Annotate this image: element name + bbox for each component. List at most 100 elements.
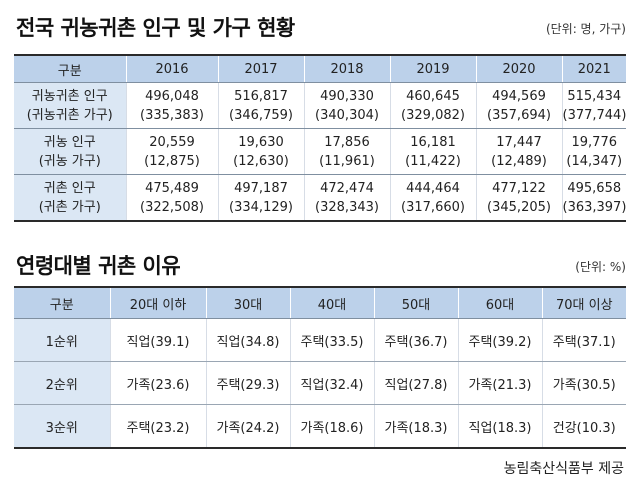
header-category: 구분: [14, 287, 110, 319]
table-cell: 494,569 (357,694): [475, 82, 562, 129]
table-cell: 444,464 (317,660): [389, 174, 476, 221]
cell-value: 19,776: [571, 134, 618, 150]
header-age-group: 30대: [205, 287, 290, 319]
header-year: 2020: [475, 55, 562, 83]
cell-subvalue: (357,694): [487, 107, 551, 123]
cell-subvalue: (12,875): [144, 153, 200, 169]
header-year: 2018: [303, 55, 390, 83]
cell-subvalue: (329,082): [401, 107, 465, 123]
header-age-group: 40대: [289, 287, 374, 319]
table-cell: 16,181 (11,422): [389, 128, 476, 175]
cell-value: 494,569: [492, 88, 546, 104]
table-cell: 직업(39.1): [109, 318, 206, 362]
table-cell: 직업(34.8): [205, 318, 290, 362]
header-age-group: 50대: [373, 287, 458, 319]
reasons-table: 구분 20대 이하 30대 40대 50대 60대 70대 이상 1순위 직업(…: [14, 286, 626, 449]
cell-value: 472,474: [320, 180, 374, 196]
table-cell: 주택(33.5): [289, 318, 374, 362]
cell-value: 477,122: [492, 180, 546, 196]
cell-value: 19,630: [238, 134, 284, 150]
table-cell: 19,776 (14,347): [561, 128, 626, 175]
cell-value: 496,048: [145, 88, 199, 104]
table-cell: 가족(21.3): [457, 361, 542, 405]
table-cell: 직업(32.4): [289, 361, 374, 405]
cell-subvalue: (12,489): [491, 153, 547, 169]
table-cell: 490,330 (340,304): [303, 82, 390, 129]
table-cell: 건강(10.3): [541, 404, 626, 448]
header-category: 구분: [14, 55, 126, 83]
cell-subvalue: (11,422): [405, 153, 461, 169]
table-row: 귀촌 인구 (귀촌 가구) 475,489 (322,508) 497,187 (33…: [14, 174, 627, 221]
table-cell: 가족(18.6): [289, 404, 374, 448]
header-year: 2017: [217, 55, 304, 83]
cell-subvalue: (11,961): [319, 153, 375, 169]
table-row: 3순위 주택(23.2) 가족(24.2) 가족(18.6) 가족(18.3) …: [14, 404, 626, 448]
rank-label: 1순위: [14, 318, 110, 362]
cell-subvalue: (334,129): [229, 199, 293, 215]
table-cell: 17,447 (12,489): [475, 128, 562, 175]
table-cell: 주택(39.2): [457, 318, 542, 362]
table-cell: 495,658 (363,397): [561, 174, 627, 221]
rank-label: 3순위: [14, 404, 110, 448]
table-cell: 477,122 (345,205): [475, 174, 562, 221]
table-cell: 472,474 (328,343): [303, 174, 390, 221]
header-year: 2019: [389, 55, 476, 83]
cell-value: 17,447: [496, 134, 542, 150]
cell-subvalue: (328,343): [315, 199, 379, 215]
population-table-title: 전국 귀농귀촌 인구 및 가구 현황: [16, 16, 295, 40]
reasons-table-unit: (단위: %): [575, 260, 626, 274]
cell-subvalue: (14,347): [566, 153, 623, 169]
cell-subvalue: (377,744): [562, 107, 627, 123]
cell-subvalue: (363,397): [562, 199, 627, 215]
table-cell: 주택(37.1): [541, 318, 626, 362]
cell-value: 20,559: [149, 134, 195, 150]
header-year: 2016: [125, 55, 218, 83]
rank-label: 2순위: [14, 361, 110, 405]
cell-value: 515,434: [567, 88, 622, 104]
table-cell: 20,559 (12,875): [125, 128, 218, 175]
table-cell: 가족(18.3): [373, 404, 458, 448]
table-cell: 19,630 (12,630): [217, 128, 304, 175]
row-label-sub: (귀농귀촌 가구): [26, 107, 113, 123]
cell-subvalue: (340,304): [315, 107, 379, 123]
header-age-group: 70대 이상: [541, 287, 626, 319]
header-year: 2021: [561, 55, 626, 83]
cell-value: 490,330: [320, 88, 374, 104]
table-cell: 주택(23.2): [109, 404, 206, 448]
table-row: 1순위 직업(39.1) 직업(34.8) 주택(33.5) 주택(36.7) …: [14, 318, 626, 362]
cell-value: 460,645: [406, 88, 460, 104]
source-credit: 농림축산식품부 제공: [503, 461, 624, 477]
table-cell: 475,489 (322,508): [125, 174, 218, 221]
table-cell: 460,645 (329,082): [389, 82, 476, 129]
table-cell: 516,817 (346,759): [217, 82, 304, 129]
cell-value: 495,658: [567, 180, 622, 196]
row-label-main: 귀촌 인구: [43, 180, 96, 196]
cell-subvalue: (322,508): [140, 199, 204, 215]
cell-value: 444,464: [406, 180, 460, 196]
population-table: 구분 2016 2017 2018 2019 2020 2021 귀농귀촌 인구…: [14, 54, 626, 222]
table-row: 2순위 가족(23.6) 주택(29.3) 직업(32.4) 직업(27.8) …: [14, 361, 626, 405]
row-label: 귀촌 인구 (귀촌 가구): [14, 174, 126, 221]
header-age-group: 60대: [457, 287, 542, 319]
table-cell: 주택(29.3): [205, 361, 290, 405]
table-cell: 496,048 (335,383): [125, 82, 218, 129]
cell-value: 497,187: [234, 180, 288, 196]
population-table-header: 구분 2016 2017 2018 2019 2020 2021: [14, 55, 626, 83]
cell-subvalue: (335,383): [140, 107, 204, 123]
row-label-main: 귀농귀촌 인구: [31, 88, 108, 104]
cell-subvalue: (12,630): [233, 153, 289, 169]
table-cell: 가족(30.5): [541, 361, 626, 405]
reasons-table-title: 연령대별 귀촌 이유: [16, 254, 181, 278]
table-row: 귀농귀촌 인구 (귀농귀촌 가구) 496,048 (335,383) 516,81…: [14, 82, 627, 129]
table-cell: 가족(23.6): [109, 361, 206, 405]
cell-value: 16,181: [410, 134, 456, 150]
cell-subvalue: (346,759): [229, 107, 293, 123]
table-cell: 497,187 (334,129): [217, 174, 304, 221]
cell-value: 17,856: [324, 134, 370, 150]
table-cell: 가족(24.2): [205, 404, 290, 448]
cell-subvalue: (317,660): [401, 199, 465, 215]
table-cell: 515,434 (377,744): [561, 82, 627, 129]
row-label-sub: (귀농 가구): [38, 153, 101, 169]
row-label: 귀농귀촌 인구 (귀농귀촌 가구): [14, 82, 126, 129]
row-label: 귀농 인구 (귀농 가구): [14, 128, 126, 175]
